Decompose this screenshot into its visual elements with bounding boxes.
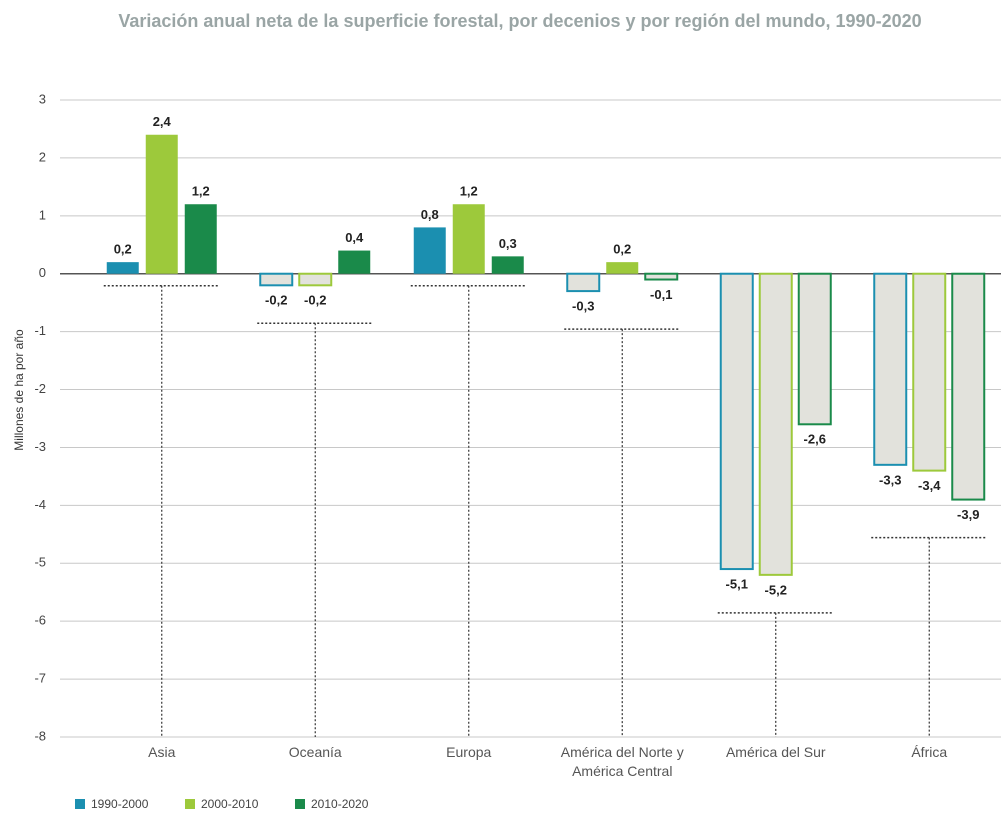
y-tick-label: -4 bbox=[34, 497, 46, 512]
y-tick-label: -6 bbox=[34, 613, 46, 628]
y-tick-label: -7 bbox=[34, 671, 46, 686]
bar bbox=[145, 134, 178, 274]
y-tick-label: -1 bbox=[34, 323, 46, 338]
bar bbox=[644, 272, 679, 281]
value-label: -3,9 bbox=[957, 507, 979, 522]
legend-label: 2010-2020 bbox=[311, 797, 369, 811]
value-label: -0,1 bbox=[650, 287, 672, 302]
y-tick-label: 3 bbox=[39, 91, 46, 106]
bar bbox=[606, 262, 639, 274]
bar bbox=[413, 227, 446, 274]
bar bbox=[491, 256, 524, 274]
value-label: -0,2 bbox=[265, 293, 287, 308]
y-tick-label: -5 bbox=[34, 555, 46, 570]
value-label: 0,8 bbox=[421, 207, 439, 222]
legend-label: 2000-2010 bbox=[201, 797, 259, 811]
bar bbox=[338, 250, 371, 274]
value-label: 0,3 bbox=[499, 236, 517, 251]
y-tick-label: -3 bbox=[34, 439, 46, 454]
x-tick-label: África bbox=[911, 744, 948, 760]
value-label: -5,1 bbox=[726, 577, 748, 592]
value-label: -0,2 bbox=[304, 293, 326, 308]
y-axis-label: Millones de ha por año bbox=[12, 329, 26, 451]
y-tick-label: 1 bbox=[39, 207, 46, 222]
y-tick-label: 2 bbox=[39, 149, 46, 164]
bar bbox=[566, 272, 601, 293]
bar bbox=[719, 272, 754, 571]
value-label: 0,4 bbox=[345, 230, 364, 245]
bar bbox=[873, 272, 908, 466]
bar bbox=[452, 204, 485, 274]
legend-swatch bbox=[185, 799, 195, 809]
value-label: -3,3 bbox=[879, 472, 901, 487]
legend-label: 1990-2000 bbox=[91, 797, 149, 811]
x-tick-label: América del Sur bbox=[725, 744, 826, 760]
bar bbox=[184, 204, 217, 274]
x-tick-label: Asia bbox=[148, 744, 176, 760]
bar bbox=[912, 272, 947, 472]
legend-swatch bbox=[75, 799, 85, 809]
value-label: 0,2 bbox=[114, 242, 132, 257]
bar bbox=[797, 272, 832, 426]
chart-title: Variación anual neta de la superficie fo… bbox=[118, 11, 921, 31]
value-label: -5,2 bbox=[765, 582, 787, 597]
value-label: -0,3 bbox=[572, 299, 594, 314]
y-tick-label: 0 bbox=[39, 265, 46, 280]
bar bbox=[758, 272, 793, 576]
value-label: 1,2 bbox=[460, 184, 478, 199]
value-label: 0,2 bbox=[613, 242, 631, 257]
value-label: -3,4 bbox=[918, 478, 941, 493]
bar bbox=[298, 272, 333, 287]
y-tick-label: -8 bbox=[34, 728, 46, 743]
y-tick-label: -2 bbox=[34, 381, 46, 396]
x-tick-label: América del Norte y América Central bbox=[560, 744, 684, 779]
bar bbox=[106, 262, 139, 274]
legend-swatch bbox=[295, 799, 305, 809]
x-tick-label: Europa bbox=[446, 744, 492, 760]
x-tick-label: Oceanía bbox=[288, 744, 342, 760]
value-label: 2,4 bbox=[153, 114, 172, 129]
bar bbox=[951, 272, 986, 501]
value-label: 1,2 bbox=[192, 184, 210, 199]
bar bbox=[259, 272, 294, 287]
value-label: -2,6 bbox=[804, 432, 826, 447]
